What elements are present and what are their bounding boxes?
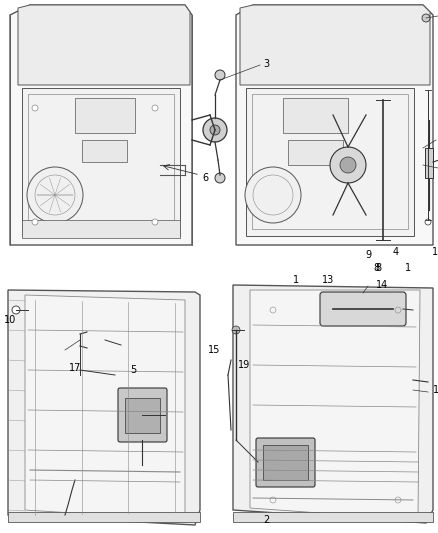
Circle shape — [245, 167, 301, 223]
Bar — [22, 220, 180, 238]
Polygon shape — [18, 5, 190, 85]
Text: 1: 1 — [293, 275, 299, 285]
FancyBboxPatch shape — [256, 438, 315, 487]
Text: 17: 17 — [69, 363, 81, 373]
Text: 16: 16 — [433, 385, 438, 395]
Circle shape — [27, 167, 83, 223]
Text: 1: 1 — [405, 263, 411, 273]
Bar — [246, 88, 414, 236]
Text: 5: 5 — [130, 365, 136, 375]
Text: 8: 8 — [375, 263, 381, 273]
Circle shape — [152, 219, 158, 225]
FancyBboxPatch shape — [320, 292, 406, 326]
Text: 13: 13 — [322, 275, 334, 285]
Polygon shape — [25, 295, 185, 520]
Circle shape — [340, 157, 356, 173]
Bar — [82, 140, 127, 162]
Bar — [283, 98, 348, 133]
Bar — [125, 398, 160, 433]
Text: 10: 10 — [4, 315, 16, 325]
Bar — [28, 94, 174, 229]
Bar — [252, 94, 408, 229]
Circle shape — [210, 125, 220, 135]
Polygon shape — [233, 285, 433, 523]
Polygon shape — [10, 5, 192, 245]
Text: 4: 4 — [393, 247, 399, 257]
Circle shape — [215, 173, 225, 183]
Text: 15: 15 — [208, 345, 220, 355]
Circle shape — [85, 330, 105, 350]
Text: 9: 9 — [365, 250, 371, 260]
Circle shape — [12, 306, 20, 314]
Text: 19: 19 — [238, 360, 250, 370]
Bar — [288, 140, 343, 165]
Polygon shape — [8, 290, 200, 525]
Text: 6: 6 — [202, 173, 208, 183]
Bar — [22, 88, 180, 236]
Circle shape — [232, 326, 240, 334]
Polygon shape — [236, 5, 433, 245]
Circle shape — [215, 70, 225, 80]
Text: 2: 2 — [263, 515, 269, 525]
Circle shape — [91, 336, 99, 344]
Circle shape — [330, 147, 366, 183]
Text: 12: 12 — [432, 247, 438, 257]
Bar — [75, 98, 135, 133]
Circle shape — [32, 105, 38, 111]
FancyBboxPatch shape — [118, 388, 167, 442]
Polygon shape — [250, 290, 420, 520]
Text: 14: 14 — [376, 280, 388, 290]
Circle shape — [121, 336, 139, 354]
Circle shape — [203, 118, 227, 142]
Bar — [8, 512, 200, 522]
Bar — [263, 445, 308, 480]
Text: 3: 3 — [263, 59, 269, 69]
Circle shape — [425, 219, 431, 225]
Bar — [233, 512, 433, 522]
Circle shape — [152, 105, 158, 111]
Text: 8: 8 — [373, 263, 379, 273]
Circle shape — [126, 341, 134, 349]
Polygon shape — [240, 5, 430, 85]
Bar — [425, 148, 433, 178]
Circle shape — [60, 350, 66, 354]
Circle shape — [32, 219, 38, 225]
Circle shape — [422, 14, 430, 22]
